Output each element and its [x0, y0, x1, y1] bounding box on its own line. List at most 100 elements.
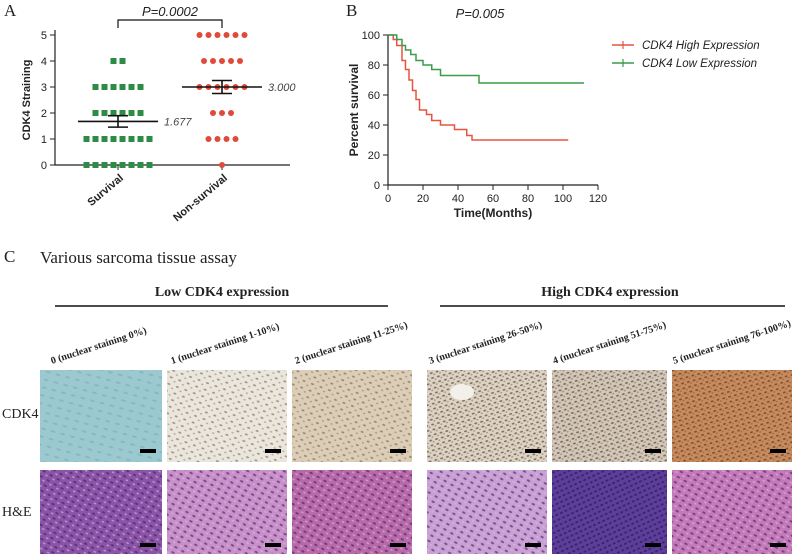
- point: [110, 136, 117, 142]
- y-axis-label: CDK4 Straining: [21, 60, 33, 141]
- point: [219, 58, 225, 64]
- y-tick-label: 3: [41, 82, 47, 94]
- scale-bar: [390, 449, 406, 453]
- point: [128, 84, 135, 90]
- point: [205, 32, 212, 38]
- point: [119, 58, 126, 64]
- mean-label: 3.000: [268, 82, 296, 94]
- vessel: [450, 384, 474, 400]
- y-tick-label: 1: [41, 134, 47, 146]
- micrograph-row: [40, 470, 792, 554]
- scale-bar: [140, 543, 156, 547]
- point: [214, 136, 221, 142]
- scale-bar: [525, 543, 541, 547]
- point: [237, 58, 243, 64]
- point: [205, 136, 212, 142]
- mean-label: 1.677: [164, 116, 192, 128]
- tissue-assay: C Various sarcoma tissue assay Low CDK4 …: [2, 247, 792, 554]
- group-label: Low CDK4 expression: [155, 285, 290, 300]
- texture: [672, 470, 792, 554]
- point: [128, 162, 135, 168]
- scale-bars: [140, 449, 786, 547]
- column-label: 5 (nuclear staining 76-100%): [672, 318, 793, 367]
- scale-bar: [390, 543, 406, 547]
- scale-bar: [265, 543, 281, 547]
- x-tick-label: 0: [385, 193, 391, 205]
- axis: [54, 30, 290, 166]
- error-bar: [108, 114, 128, 128]
- point: [110, 58, 117, 64]
- column-label: 2 (nuclear staining 11-25%): [294, 320, 410, 367]
- point: [210, 110, 216, 116]
- legend-label: CDK4 Low Expression: [642, 58, 757, 70]
- point: [92, 162, 99, 168]
- texture: [40, 370, 162, 462]
- point: [137, 136, 144, 142]
- x-tick-label: 120: [589, 193, 607, 205]
- column-label: 3 (nuclear staining 26-50%): [428, 320, 544, 367]
- point: [137, 110, 144, 116]
- scale-bar: [770, 449, 786, 453]
- point: [101, 110, 108, 116]
- point: [128, 110, 135, 116]
- p-value: P=0.005: [456, 6, 506, 21]
- point: [228, 110, 234, 116]
- point: [119, 110, 126, 116]
- group-label: High CDK4 expression: [541, 285, 679, 300]
- point: [83, 162, 90, 168]
- panel-label: A: [4, 1, 17, 20]
- x-tick-label: 80: [522, 193, 534, 205]
- survival-line: [388, 34, 569, 141]
- survival-line: [388, 34, 584, 84]
- point: [232, 32, 239, 38]
- point: [219, 110, 225, 116]
- y-tick-label: 2: [41, 108, 47, 120]
- point: [101, 162, 108, 168]
- point: [137, 162, 144, 168]
- column-label: 4 (nuclear staining 51-75%): [552, 320, 668, 367]
- point: [92, 136, 99, 142]
- significance-bracket: [117, 19, 223, 28]
- y-tick-label: 100: [362, 30, 380, 42]
- micrograph-row: [40, 370, 792, 462]
- column-label: 1 (nuclear staining 1-10%): [170, 321, 281, 367]
- row-label: CDK4: [2, 407, 39, 422]
- panel-label: C: [4, 247, 15, 266]
- point: [92, 110, 99, 116]
- texture: [167, 370, 287, 462]
- point: [110, 162, 117, 168]
- point: [128, 136, 135, 142]
- point: [110, 110, 117, 116]
- point: [223, 32, 230, 38]
- point: [241, 32, 248, 38]
- p-value: P=0.0002: [142, 4, 199, 19]
- x-tick-label: Non-survival: [171, 172, 230, 224]
- x-tick-label: Survival: [85, 172, 126, 209]
- charts: A CDK4 Straining 0 1 2 3 4 5 Survival 1.677 Non-su…: [4, 1, 760, 224]
- point: [119, 162, 126, 168]
- texture: [552, 370, 667, 462]
- x-tick-label: 60: [487, 193, 499, 205]
- point: [119, 84, 126, 90]
- y-axis-label: Percent survival: [347, 64, 361, 157]
- point: [214, 32, 221, 38]
- point: [146, 162, 153, 168]
- texture: [427, 470, 547, 554]
- texture: [167, 470, 287, 554]
- x-tick-label: 20: [417, 193, 429, 205]
- x-tick-label: 40: [452, 193, 464, 205]
- point: [201, 58, 207, 64]
- y-tick-label: 60: [368, 90, 380, 102]
- texture: [292, 470, 412, 554]
- error-bar: [212, 79, 232, 95]
- legend-label: CDK4 High Expression: [642, 40, 760, 52]
- point: [232, 136, 239, 142]
- point: [101, 84, 108, 90]
- scale-bar: [770, 543, 786, 547]
- scale-bar: [525, 449, 541, 453]
- texture: [292, 370, 412, 462]
- texture: [552, 470, 667, 554]
- x-tick-label: 100: [554, 193, 572, 205]
- y-tick-label: 40: [368, 120, 380, 132]
